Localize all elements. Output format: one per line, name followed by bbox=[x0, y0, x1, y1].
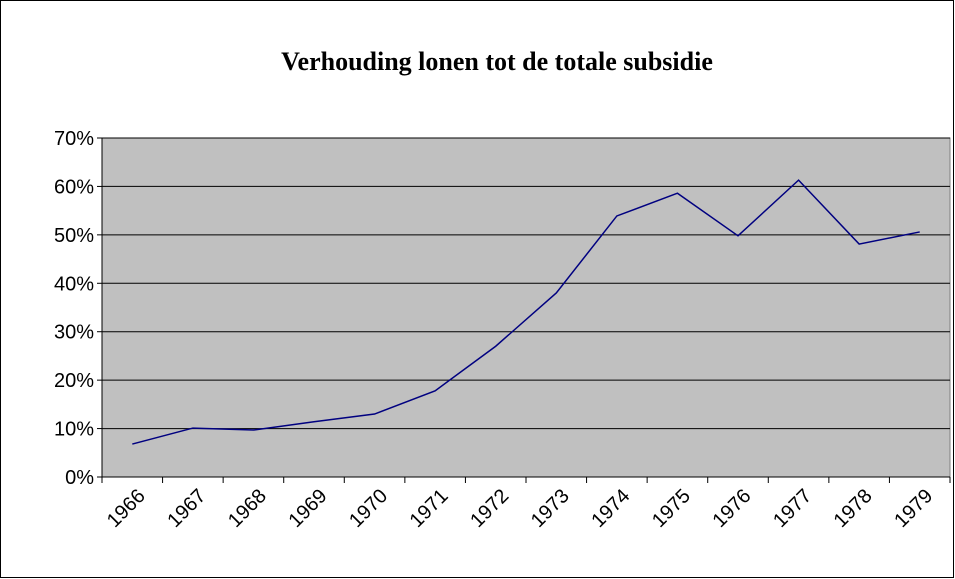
y-tick-label: 50% bbox=[54, 225, 94, 247]
y-tick-label: 60% bbox=[54, 176, 94, 198]
y-tick-label: 10% bbox=[54, 419, 94, 441]
y-tick-label: 20% bbox=[54, 370, 94, 392]
y-tick-label: 30% bbox=[54, 322, 94, 344]
chart-title: Verhouding lonen tot de totale subsidie bbox=[281, 47, 713, 76]
y-tick-label: 70% bbox=[54, 128, 94, 150]
y-tick-label: 40% bbox=[54, 273, 94, 295]
line-series bbox=[132, 179, 920, 445]
y-tick-label: 0% bbox=[65, 467, 94, 489]
plot-area bbox=[101, 137, 951, 478]
